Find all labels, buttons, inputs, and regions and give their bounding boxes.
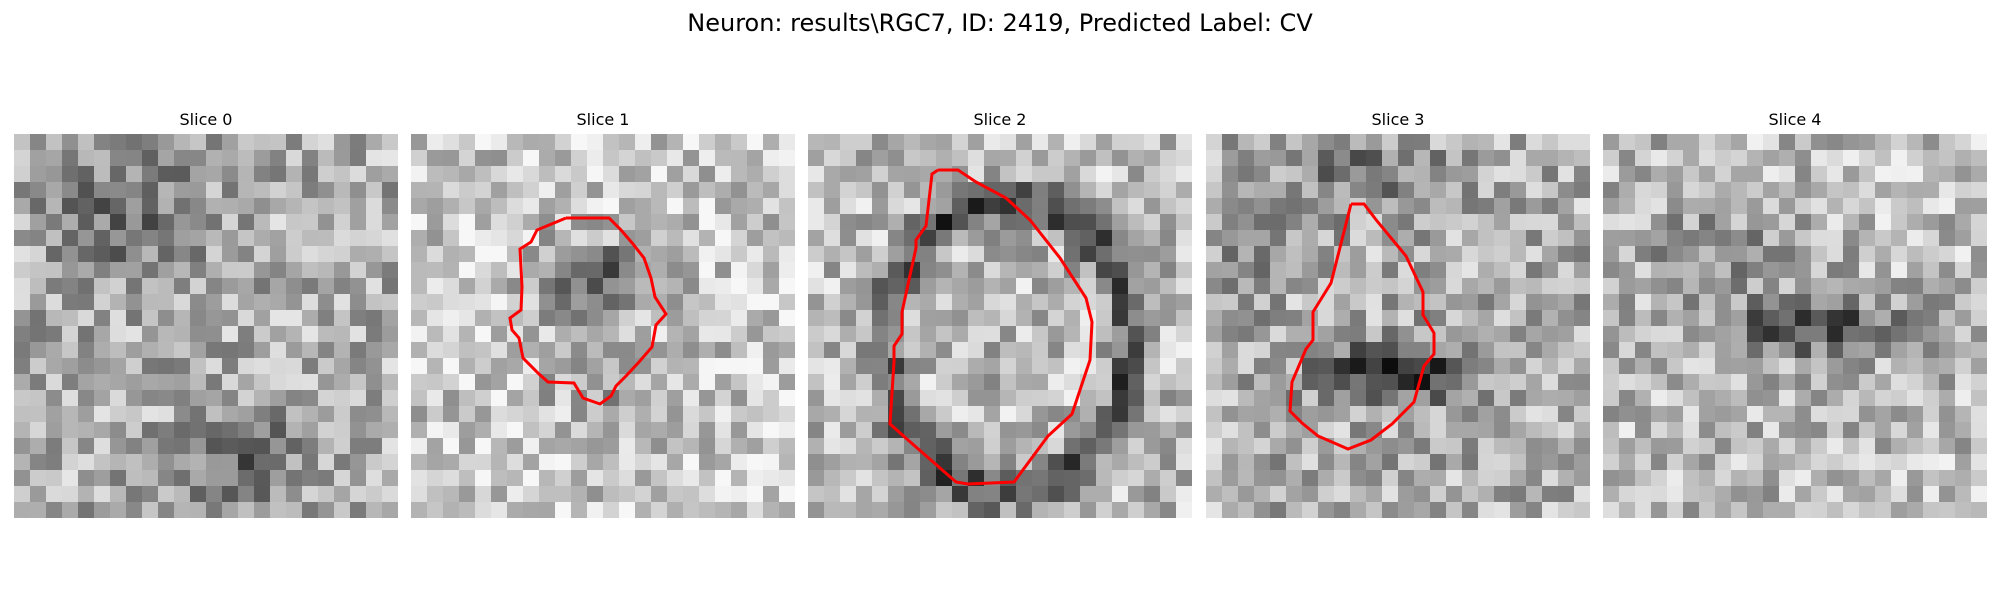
- slice-panel-0: Slice 0: [14, 107, 398, 518]
- em-texture: [1603, 134, 1987, 518]
- figure-title: Neuron: results\RGC7, ID: 2419, Predicte…: [687, 9, 1313, 37]
- slice-image: [808, 134, 1192, 518]
- em-texture: [14, 134, 398, 518]
- slice-title: Slice 4: [1768, 110, 1822, 129]
- slice-image: [1206, 134, 1590, 518]
- slice-title: Slice 3: [1371, 110, 1425, 129]
- em-texture: [411, 134, 795, 518]
- em-texture: [808, 134, 1192, 518]
- slice-panel-3: Slice 3: [1206, 107, 1590, 518]
- slice-image: [14, 134, 398, 518]
- slice-title: Slice 1: [576, 110, 630, 129]
- segmentation-contour: [1288, 202, 1436, 451]
- slice-image: [1603, 134, 1987, 518]
- slice-panel-1: Slice 1: [411, 107, 795, 518]
- slice-panel-2: Slice 2: [808, 107, 1192, 518]
- slice-title: Slice 2: [973, 110, 1027, 129]
- slice-image: [411, 134, 795, 518]
- slice-panel-4: Slice 4: [1603, 107, 1987, 518]
- slice-title: Slice 0: [179, 110, 233, 129]
- segmentation-contour: [508, 216, 668, 406]
- em-texture: [1206, 134, 1590, 518]
- segmentation-contour: [888, 168, 1094, 486]
